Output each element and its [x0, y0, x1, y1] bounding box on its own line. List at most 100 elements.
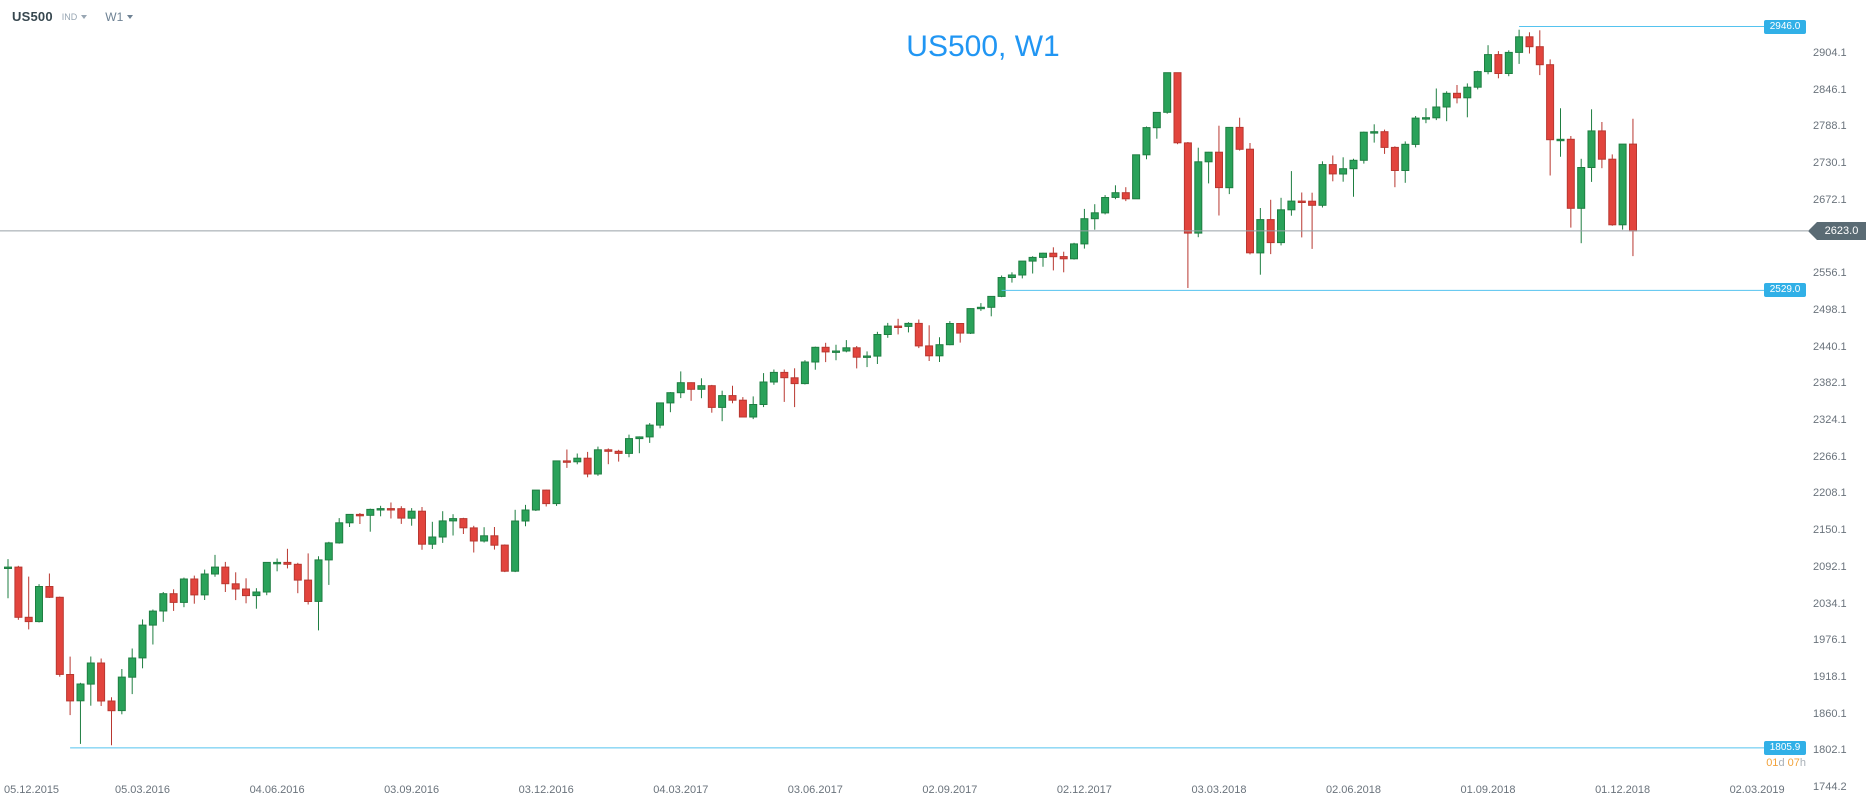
candle-up: [1142, 127, 1151, 156]
candle-up: [573, 457, 582, 463]
countdown-days: 01: [1766, 757, 1779, 769]
candle-up: [511, 520, 520, 572]
candle-up: [883, 325, 892, 336]
candle-up: [1007, 274, 1016, 278]
candle-down: [728, 395, 737, 401]
candle-up: [1090, 212, 1099, 220]
candle-down: [583, 457, 592, 475]
candle-up: [148, 610, 157, 626]
candle-up: [179, 578, 188, 603]
candle-up: [128, 657, 137, 678]
candle-down: [1546, 64, 1555, 141]
candle-down: [614, 450, 623, 454]
candle-up: [1422, 117, 1430, 120]
candle-up: [718, 395, 727, 408]
candle-up: [1432, 106, 1441, 119]
timeframe-dropdown[interactable]: W1: [105, 9, 134, 24]
candle-up: [1484, 54, 1492, 73]
candle-down: [1380, 131, 1389, 148]
candle-up: [842, 347, 851, 352]
candle-down: [1494, 54, 1503, 74]
candle-up: [1111, 192, 1120, 198]
candle-up: [832, 350, 840, 353]
candle-up: [76, 683, 85, 702]
candle-up: [1194, 161, 1203, 234]
candle-down: [304, 579, 313, 602]
candle-down: [738, 399, 747, 418]
candle-up: [552, 460, 561, 505]
candle-up: [1442, 92, 1451, 108]
candle-up: [211, 566, 219, 575]
candle-up: [1556, 138, 1565, 142]
candle-up: [1225, 126, 1234, 189]
candle-up: [1359, 131, 1368, 161]
candle-down: [780, 371, 789, 379]
candle-up: [656, 402, 664, 426]
candle-down: [687, 382, 696, 390]
candle-up: [428, 536, 437, 545]
candle-up: [1318, 164, 1327, 206]
candle-up: [117, 676, 126, 712]
candle-up: [1370, 131, 1379, 134]
candle-up: [635, 436, 644, 440]
candle-down: [707, 385, 716, 408]
candle-up: [1401, 143, 1410, 172]
candle-countdown: 01d 07h: [1746, 757, 1806, 769]
candle-down: [242, 588, 250, 597]
candle-up: [749, 404, 758, 418]
candle-down: [283, 561, 292, 565]
candle-down: [221, 566, 230, 585]
candle-down: [45, 586, 54, 598]
candle-down: [1566, 138, 1575, 209]
candle-down: [97, 662, 106, 702]
candle-down: [55, 596, 64, 675]
candle-up: [997, 277, 1006, 297]
candle-up: [666, 392, 675, 404]
candle-up: [1277, 209, 1285, 244]
candle-up: [987, 295, 996, 308]
candle-up: [521, 509, 530, 522]
candle-up: [262, 561, 271, 593]
candle-up: [1339, 168, 1348, 175]
candle-down: [14, 566, 23, 618]
chevron-down-icon: [81, 14, 88, 19]
candle-up: [1473, 71, 1482, 88]
candle-down: [1328, 164, 1337, 175]
candle-up: [407, 510, 416, 519]
countdown-hours-unit: h: [1799, 757, 1806, 769]
candle-up: [449, 518, 458, 522]
candle-up: [625, 438, 633, 454]
candle-up: [1256, 219, 1265, 254]
candle-down: [293, 563, 302, 581]
candle-up: [1349, 159, 1358, 170]
candle-up: [1463, 86, 1472, 99]
market-type-dropdown[interactable]: IND: [62, 12, 88, 22]
symbol-label[interactable]: US500: [12, 9, 53, 24]
candle-up: [376, 508, 385, 511]
candle-up: [4, 566, 12, 569]
candle-down: [355, 513, 364, 517]
candle-down: [604, 449, 613, 452]
timeframe-label: W1: [105, 9, 124, 24]
candle-up: [966, 308, 975, 334]
candle-up: [1070, 243, 1078, 260]
candle-down: [190, 578, 199, 596]
candle-up: [645, 424, 654, 438]
candle-up: [324, 542, 333, 561]
candle-down: [1535, 46, 1544, 66]
candle-up: [676, 382, 685, 394]
candle-down: [418, 510, 426, 545]
countdown-hours: 07: [1787, 757, 1800, 769]
candle-up: [159, 593, 168, 612]
candle-up: [904, 322, 913, 327]
candle-down: [1308, 200, 1317, 206]
candle-down: [1059, 256, 1068, 260]
candle-down: [821, 346, 830, 353]
market-type-label: IND: [61, 11, 78, 22]
candle-up: [273, 561, 282, 565]
candle-up: [1287, 200, 1296, 211]
candle-down: [500, 544, 509, 572]
countdown-days-unit: d: [1778, 757, 1788, 769]
candle-down: [66, 674, 75, 702]
